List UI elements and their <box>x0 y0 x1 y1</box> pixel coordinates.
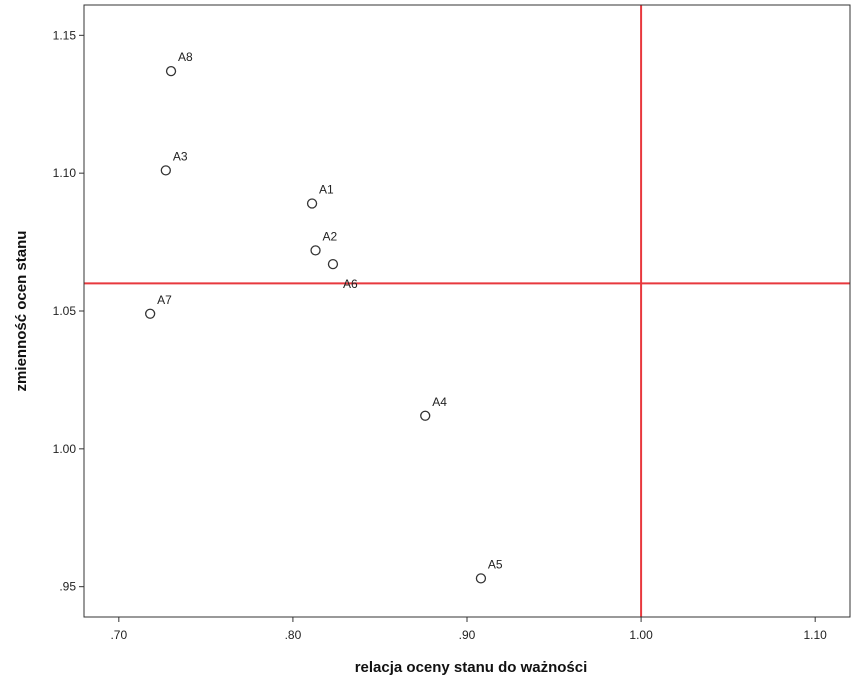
point-label-a5: A5 <box>488 557 503 571</box>
y-tick-label: 1.15 <box>53 28 77 42</box>
point-label-a7: A7 <box>157 293 172 307</box>
data-point-a8 <box>165 66 177 77</box>
data-point-a3 <box>160 165 171 176</box>
y-tick-label: 1.05 <box>53 304 77 318</box>
x-tick-label: .80 <box>285 628 302 642</box>
data-point-a1 <box>306 198 318 209</box>
point-label-a2: A2 <box>323 229 338 243</box>
point-label-a8: A8 <box>178 50 193 64</box>
x-axis-title: relacja oceny stanu do ważności <box>355 659 588 676</box>
y-axis-title: zmienność ocen stanu <box>13 231 30 392</box>
data-point-a2 <box>310 245 321 256</box>
data-point-a5 <box>475 573 487 584</box>
x-tick-label: 1.10 <box>804 628 828 642</box>
x-axis: .70 .80 .90 1.00 1.10 <box>110 617 827 642</box>
data-point-a6 <box>327 258 339 270</box>
data-point-a7 <box>145 308 156 319</box>
x-tick-label: .70 <box>110 628 127 642</box>
point-label-a3: A3 <box>173 149 188 163</box>
reference-lines <box>84 5 850 617</box>
point-labels: A1 A2 A3 A4 A5 A6 A7 A8 <box>157 50 503 571</box>
x-tick-label: .90 <box>459 628 476 642</box>
y-tick-label: 1.10 <box>53 166 77 180</box>
y-tick-label: .95 <box>59 580 76 594</box>
y-axis: .95 1.00 1.05 1.10 1.15 <box>53 28 84 594</box>
point-label-a1: A1 <box>319 182 334 196</box>
data-point-a4 <box>420 410 431 421</box>
x-tick-label: 1.00 <box>629 628 653 642</box>
point-label-a4: A4 <box>432 395 447 409</box>
point-label-a6: A6 <box>343 277 358 291</box>
plot-background <box>84 5 850 617</box>
data-points <box>145 66 487 584</box>
y-tick-label: 1.00 <box>53 442 77 456</box>
